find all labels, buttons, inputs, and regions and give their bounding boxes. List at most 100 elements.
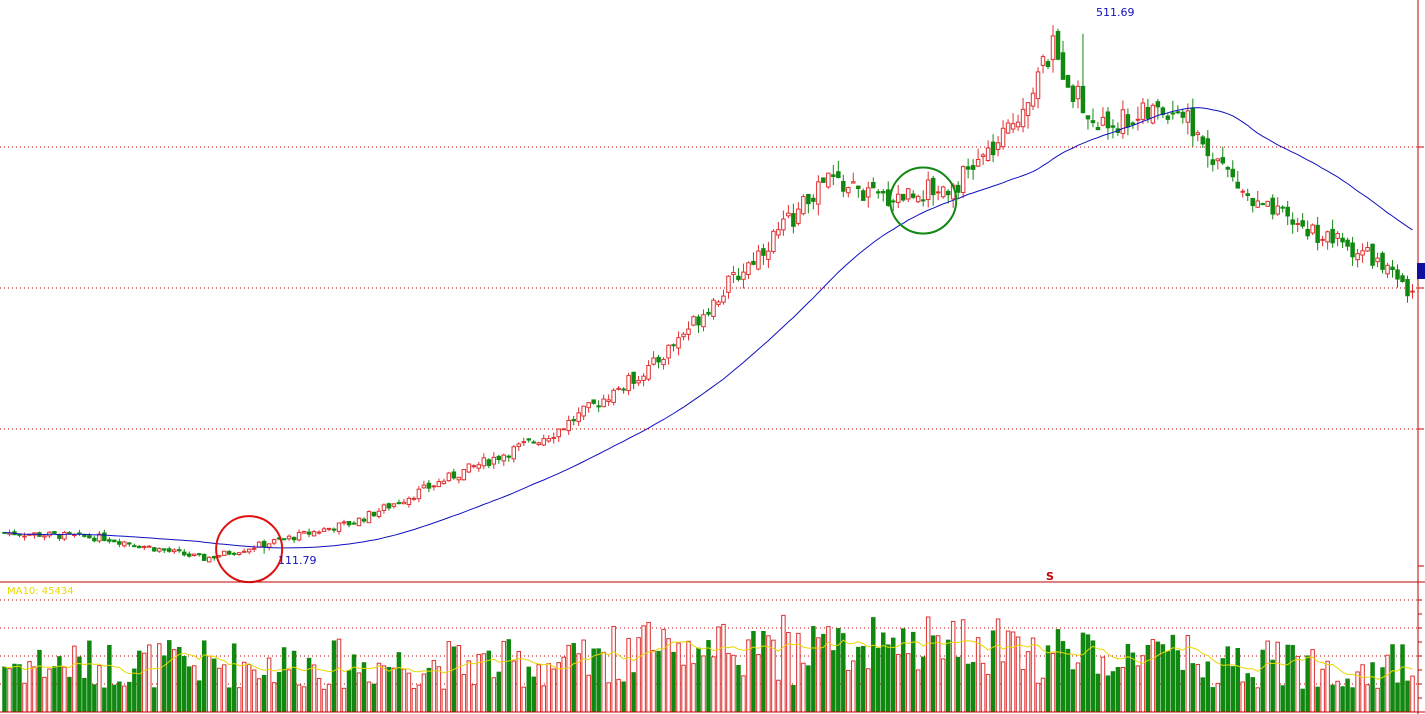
candle-body	[112, 539, 117, 543]
candle-body	[286, 535, 292, 540]
volume-bar	[541, 685, 546, 713]
volume-bar	[940, 658, 946, 713]
volume-bar	[1180, 669, 1186, 713]
volume-bar	[117, 681, 122, 713]
candle-body	[781, 218, 786, 231]
volume-bar	[142, 652, 147, 713]
candle-body	[1385, 264, 1390, 275]
volume-bar	[27, 661, 32, 713]
volume-bar	[1080, 632, 1086, 713]
volume-bar	[861, 645, 866, 713]
volume-bar	[1225, 646, 1231, 713]
candle-body	[186, 553, 192, 557]
candle-body	[606, 399, 611, 403]
candle-body	[1110, 125, 1116, 128]
volume-bar	[271, 682, 277, 713]
volume-bar	[201, 640, 207, 713]
candle-body	[1260, 203, 1265, 206]
volume-bar	[426, 667, 432, 713]
volume-bar	[1270, 659, 1275, 713]
volume-bar	[711, 656, 716, 713]
candle-body	[152, 547, 157, 552]
candle-body	[296, 531, 302, 541]
candle-body	[905, 188, 911, 200]
candle-body	[1025, 102, 1031, 117]
volume-bar	[261, 674, 267, 713]
volume-bar	[386, 667, 392, 713]
volume-bar	[556, 662, 561, 713]
candle-body	[1105, 111, 1111, 129]
highlight-circle-green	[889, 166, 958, 235]
candle-body	[556, 428, 561, 438]
candle-body	[985, 147, 991, 162]
current-price-marker	[1417, 263, 1425, 279]
volume-bar	[656, 650, 661, 713]
volume-bar	[1135, 665, 1141, 713]
volume-bar	[661, 628, 666, 713]
volume-bar	[1075, 662, 1081, 713]
volume-bar	[1335, 680, 1340, 713]
candle-body	[1130, 122, 1136, 125]
candle-body	[506, 455, 512, 458]
candle-body	[1370, 243, 1375, 266]
volume-bar	[1295, 655, 1300, 713]
volume-bar	[816, 637, 821, 713]
candle-body	[696, 316, 701, 326]
candle-body	[1340, 237, 1345, 243]
volume-bar	[391, 667, 397, 713]
candle-body	[491, 456, 497, 465]
volume-bar	[501, 640, 507, 713]
volume-bar	[326, 683, 332, 713]
volume-bar	[801, 662, 806, 713]
volume-bar	[1255, 687, 1260, 713]
volume-bar	[1025, 651, 1031, 713]
candle-body	[471, 465, 477, 468]
volume-bar	[1365, 684, 1370, 713]
candle-body	[1285, 206, 1290, 217]
volume-bar	[970, 661, 976, 713]
candle-body	[311, 531, 317, 537]
candle-body	[321, 528, 327, 533]
volume-bar	[1035, 682, 1041, 713]
candle-body	[1165, 115, 1171, 120]
candle-body	[766, 250, 771, 260]
volume-bar	[771, 639, 776, 713]
candle-body	[751, 260, 756, 265]
volume-bar	[451, 646, 457, 713]
volume-bar	[1195, 663, 1201, 713]
candle-body	[177, 549, 182, 552]
candle-body	[930, 177, 936, 196]
volume-bar	[1340, 686, 1345, 713]
volume-bar	[756, 654, 761, 713]
candle-body	[281, 538, 287, 541]
volume-bar	[736, 665, 741, 713]
volume-bar	[1280, 685, 1285, 713]
volume-bar	[177, 646, 182, 713]
candle-body	[1335, 233, 1340, 239]
volume-bar	[7, 668, 12, 713]
candle-body	[246, 548, 252, 553]
volume-bar	[686, 640, 691, 713]
volume-bar	[1260, 649, 1265, 713]
volume-bar	[681, 664, 686, 713]
candle-body	[1280, 206, 1285, 209]
candle-body	[1400, 275, 1405, 283]
candle-body	[756, 250, 761, 270]
candle-body	[526, 438, 532, 441]
high-annotation: 511.69	[1096, 6, 1135, 19]
candle-body	[681, 333, 686, 338]
volume-bar	[846, 669, 851, 713]
candle-body	[486, 459, 492, 466]
volume-bar	[471, 684, 477, 713]
candle-body	[611, 389, 616, 403]
candle-body	[181, 551, 187, 556]
volume-bar	[596, 648, 601, 713]
candle-body	[821, 177, 826, 183]
candle-body	[57, 534, 62, 539]
volume-bar	[851, 660, 856, 713]
volume-ma-label: MA10: 45434	[7, 586, 74, 597]
candle-body	[1205, 138, 1211, 157]
volume-bar	[731, 654, 736, 713]
candle-body	[1240, 190, 1245, 193]
volume-bar	[1100, 656, 1106, 713]
